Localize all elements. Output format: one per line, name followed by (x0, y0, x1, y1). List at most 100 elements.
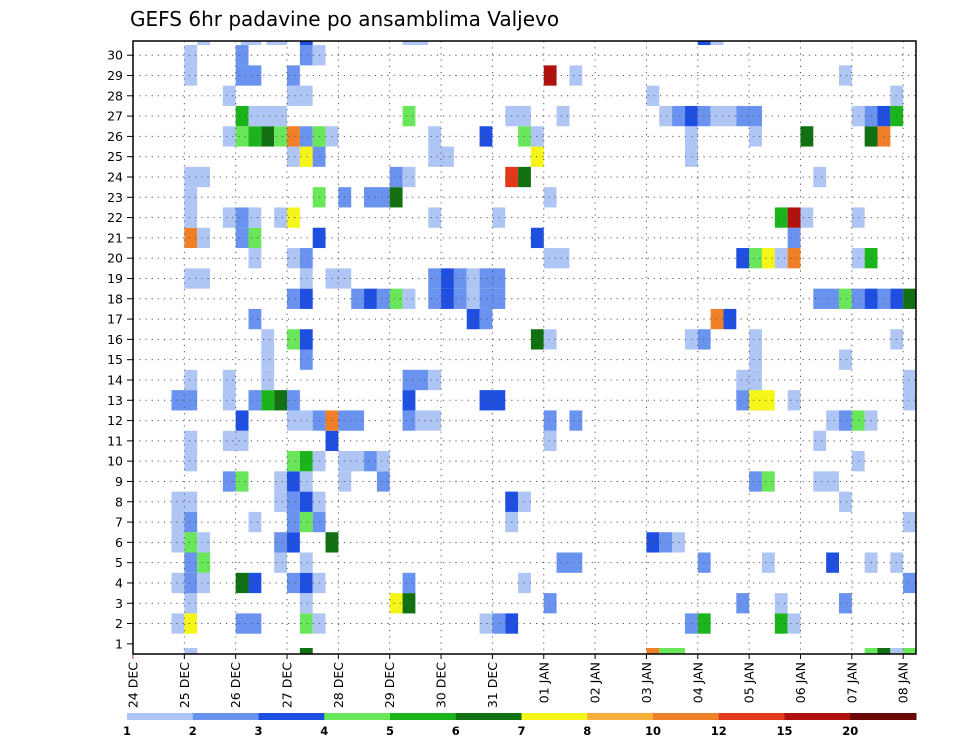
cell-row17-6 (402, 288, 416, 309)
cell-row24-1 (299, 146, 313, 167)
cell-row18-3 (428, 268, 442, 289)
cell-row3-2 (197, 572, 211, 594)
cell-row21-1 (222, 207, 236, 228)
y-tick-label: 18 (107, 291, 123, 306)
cell-row15-0 (261, 329, 275, 350)
cell-row21-4 (274, 207, 288, 228)
cell-row6-7 (903, 511, 916, 533)
cell-row22-0 (184, 187, 198, 208)
cell-row2-6 (774, 593, 788, 614)
cell-row26-1 (248, 105, 288, 127)
cell-row8-4 (299, 471, 313, 492)
colorbar-label: 5 (386, 724, 394, 738)
cell-row19-6 (761, 248, 775, 269)
cell-row7-7 (838, 491, 852, 512)
cell-row17-8 (441, 288, 454, 309)
y-tick-label: 8 (115, 494, 123, 509)
cell-row18-4 (441, 268, 454, 289)
cell-row30-3 (299, 41, 313, 46)
cell-row25-9 (428, 126, 442, 147)
y-tick-label: 5 (115, 555, 123, 570)
cell-row29-1 (235, 45, 249, 66)
cell-row8-1 (235, 471, 249, 492)
y-tick-label: 1 (115, 636, 123, 651)
cell-row21-2 (235, 207, 249, 228)
cell-row12-7 (479, 390, 506, 411)
cell-row27-2 (646, 85, 660, 106)
cell-row0-5 (877, 648, 891, 654)
cell-row1-0 (171, 613, 185, 634)
cell-row19-0 (248, 248, 262, 269)
cell-row0-7 (903, 648, 916, 654)
cell-row18-6 (466, 268, 480, 289)
cell-row23-1 (389, 166, 403, 188)
cell-row26-9 (710, 105, 737, 127)
cell-row5-7 (659, 532, 673, 553)
cell-row7-0 (171, 491, 198, 512)
cell-row4-3 (299, 552, 313, 573)
cell-row19-3 (543, 248, 570, 269)
y-tick-label: 20 (107, 251, 123, 266)
cell-row27-1 (287, 85, 313, 106)
x-tick-label: 02 JAN (588, 662, 603, 703)
cell-row9-0 (184, 451, 198, 472)
cell-row30-2 (266, 41, 288, 46)
colorbar-label: 6 (452, 724, 460, 738)
y-tick-label: 4 (115, 575, 123, 590)
cell-row2-7 (838, 593, 852, 614)
cell-row3-5 (287, 572, 300, 594)
cell-row12-6 (402, 390, 416, 411)
cell-row16-0 (248, 308, 262, 330)
cell-row28-3 (543, 65, 557, 86)
grid-lines (133, 41, 916, 654)
y-tick-label: 19 (107, 271, 123, 286)
cell-row12-5 (287, 390, 300, 411)
colorbar-label: 8 (583, 724, 591, 738)
cell-row28-5 (838, 65, 852, 86)
y-tick-label: 12 (107, 413, 123, 428)
cell-row7-1 (274, 491, 288, 512)
colorbar-segment (587, 713, 654, 720)
cell-row30-6 (710, 41, 724, 46)
cell-row11-1 (287, 410, 313, 431)
cell-row0-4 (864, 648, 878, 654)
y-axis: 1234567891011121314151617181920212223242… (107, 48, 133, 651)
cell-row0-6 (890, 648, 904, 654)
x-tick-label: 05 JAN (742, 662, 757, 703)
colorbar-segment (718, 713, 785, 720)
cell-row9-2 (299, 451, 313, 472)
x-tick-label: 31 DEC (485, 662, 500, 708)
y-tick-label: 10 (107, 454, 123, 469)
cell-row13-1 (222, 369, 236, 391)
cell-row5-0 (171, 532, 185, 553)
x-tick-label: 01 JAN (536, 662, 551, 703)
cell-row12-11 (903, 390, 916, 411)
cell-row25-0 (222, 126, 236, 147)
cell-row28-0 (184, 65, 198, 86)
cell-row21-5 (287, 207, 300, 228)
cell-row4-1 (197, 552, 211, 573)
cell-row8-3 (287, 471, 300, 492)
cell-row3-1 (184, 572, 198, 594)
colorbar-segment (784, 713, 851, 720)
cell-row13-0 (184, 369, 198, 391)
cell-row0-2 (646, 648, 660, 654)
cell-row22-5 (543, 187, 557, 208)
cell-row5-2 (197, 532, 211, 553)
colorbar-segment (390, 713, 457, 720)
cell-row17-10 (466, 288, 480, 309)
cell-row11-4 (338, 410, 365, 431)
y-tick-label: 21 (107, 230, 123, 245)
cell-row18-1 (299, 268, 313, 289)
cell-row1-10 (774, 613, 788, 634)
cell-row25-3 (261, 126, 275, 147)
cell-row6-3 (287, 511, 300, 533)
cell-row23-2 (402, 166, 416, 188)
cell-row25-14 (749, 126, 762, 147)
cell-row21-6 (428, 207, 442, 228)
y-tick-label: 14 (107, 372, 123, 387)
cell-row5-8 (672, 532, 685, 553)
cell-row17-2 (351, 288, 365, 309)
plot-frame (132, 40, 917, 655)
